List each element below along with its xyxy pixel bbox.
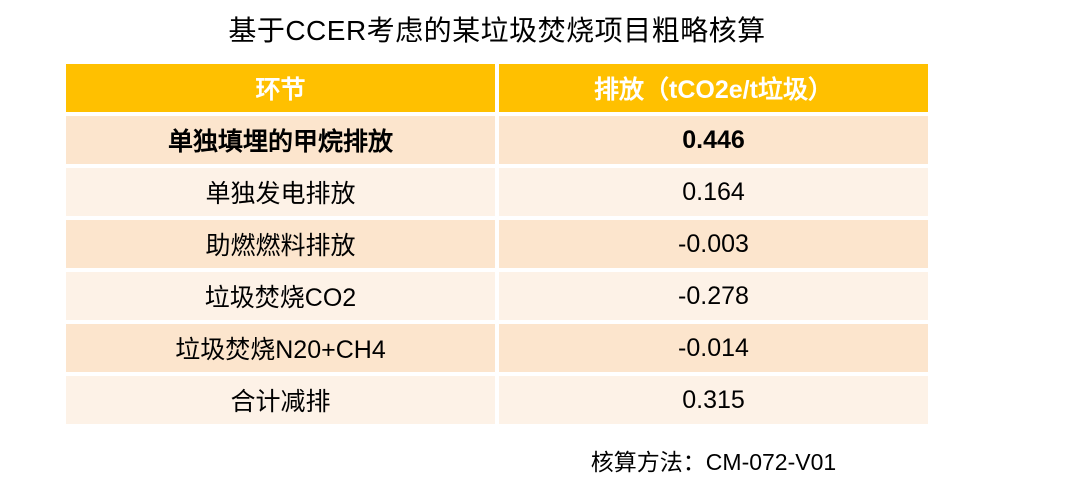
row-value-auxiliary-fuel: -0.003 [499, 220, 928, 268]
row-label-power-generation: 单独发电排放 [66, 168, 495, 216]
row-value-incineration-co2: -0.278 [499, 272, 928, 320]
footer-note: 核算方法：CM-072-V01 [590, 449, 837, 475]
header-cell-emission: 排放（tCO2e/t垃圾） [499, 64, 928, 112]
row-value-power-generation: 0.164 [499, 168, 928, 216]
row-value-total-reduction: 0.315 [499, 376, 928, 424]
row-label-total-reduction: 合计减排 [66, 376, 495, 424]
row-label-incineration-n2o-ch4: 垃圾焚烧N20+CH4 [66, 324, 495, 372]
row-label-landfill-methane: 单独填埋的甲烷排放 [66, 116, 495, 164]
row-value-landfill-methane: 0.446 [499, 116, 928, 164]
row-value-incineration-n2o-ch4: -0.014 [499, 324, 928, 372]
header-cell-stage: 环节 [66, 64, 495, 112]
slide-page: 基于CCER考虑的某垃圾焚烧项目粗略核算 环节 排放（tCO2e/t垃圾） 单独… [0, 9, 1080, 492]
row-label-incineration-co2: 垃圾焚烧CO2 [66, 272, 495, 320]
page-title: 基于CCER考虑的某垃圾焚烧项目粗略核算 [228, 15, 766, 46]
row-label-auxiliary-fuel: 助燃燃料排放 [66, 220, 495, 268]
emissions-table: 环节 排放（tCO2e/t垃圾） 单独填埋的甲烷排放 0.446 单独发电排放 … [66, 64, 928, 424]
